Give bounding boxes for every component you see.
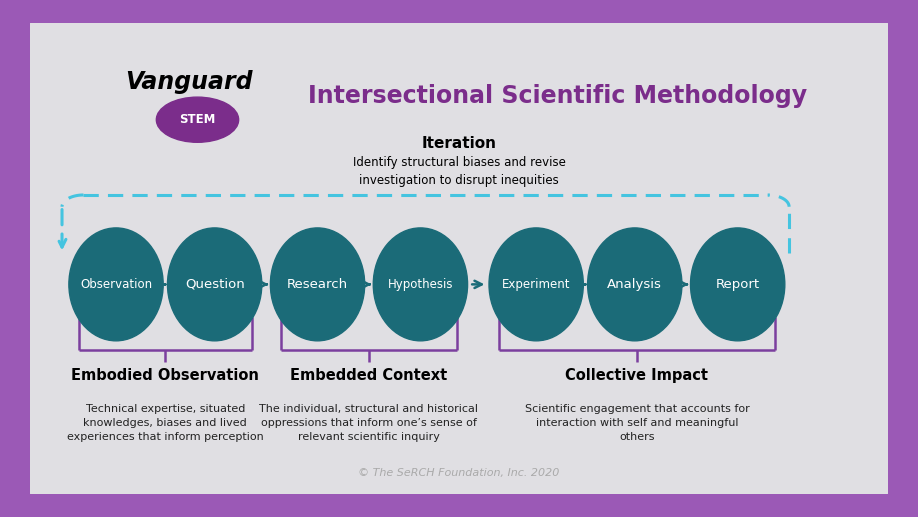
Ellipse shape	[69, 228, 163, 341]
Circle shape	[156, 97, 239, 142]
Text: Observation: Observation	[80, 278, 152, 291]
Text: Embedded Context: Embedded Context	[290, 369, 448, 384]
Text: Intersectional Scientific Methodology: Intersectional Scientific Methodology	[308, 84, 807, 108]
Ellipse shape	[690, 228, 785, 341]
Text: Collective Impact: Collective Impact	[565, 369, 709, 384]
Ellipse shape	[271, 228, 364, 341]
Text: Embodied Observation: Embodied Observation	[72, 369, 259, 384]
Text: Research: Research	[287, 278, 348, 291]
Text: Technical expertise, situated
knowledges, biases and lived
experiences that info: Technical expertise, situated knowledges…	[67, 404, 263, 442]
Text: Iteration: Iteration	[421, 136, 497, 151]
Ellipse shape	[374, 228, 467, 341]
Text: The individual, structural and historical
oppressions that inform one’s sense of: The individual, structural and historica…	[260, 404, 478, 442]
Text: Vanguard: Vanguard	[125, 70, 252, 94]
Text: Report: Report	[716, 278, 760, 291]
Ellipse shape	[588, 228, 682, 341]
Text: STEM: STEM	[179, 113, 216, 126]
Ellipse shape	[489, 228, 583, 341]
Text: Question: Question	[185, 278, 244, 291]
Text: Experiment: Experiment	[502, 278, 570, 291]
Text: Analysis: Analysis	[608, 278, 662, 291]
FancyBboxPatch shape	[28, 22, 890, 495]
Text: Scientific engagement that accounts for
interaction with self and meaningful
oth: Scientific engagement that accounts for …	[524, 404, 749, 442]
Text: © The SeRCH Foundation, Inc. 2020: © The SeRCH Foundation, Inc. 2020	[358, 467, 560, 478]
Text: Identify structural biases and revise
investigation to disrupt inequities: Identify structural biases and revise in…	[353, 156, 565, 187]
Ellipse shape	[167, 228, 262, 341]
Text: Hypothesis: Hypothesis	[387, 278, 453, 291]
